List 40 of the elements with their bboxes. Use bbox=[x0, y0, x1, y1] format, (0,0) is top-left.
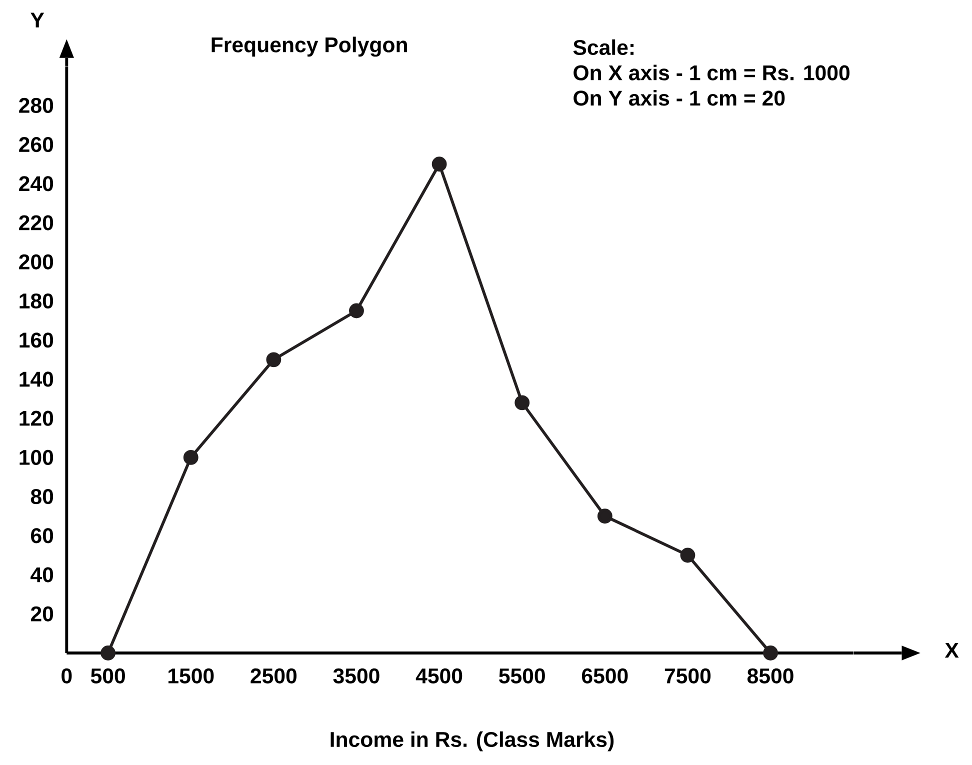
x-tick-label: 5500 bbox=[499, 668, 545, 684]
y-tick-label: 280 bbox=[19, 98, 54, 113]
point bbox=[763, 646, 778, 660]
y-tick-label: 60 bbox=[31, 528, 54, 544]
y-tick-label: 40 bbox=[30, 567, 54, 582]
x-axis-title: Income in Rs. (Class Marks) bbox=[330, 731, 614, 752]
x-tick-label: 2500 bbox=[250, 668, 297, 684]
x-tick-label: 1500 bbox=[168, 668, 214, 684]
point bbox=[183, 450, 198, 465]
y-tick-label: 180 bbox=[20, 293, 54, 309]
y-tick-label: 260 bbox=[19, 137, 54, 152]
chart-title: Frequency Polygon bbox=[212, 36, 407, 57]
y-tick-label: 240 bbox=[19, 176, 54, 192]
point bbox=[266, 352, 282, 368]
point bbox=[514, 395, 530, 410]
y-tick-label: 80 bbox=[30, 489, 54, 504]
annotation: On Y axis - 1 cm = 20 bbox=[574, 90, 785, 106]
y-tick-label: 160 bbox=[20, 332, 54, 348]
x-tick-label: 4500 bbox=[416, 668, 462, 684]
x-tick-label: 7500 bbox=[664, 668, 711, 684]
x-tick-label: 500 bbox=[90, 668, 125, 684]
x-tick-label: 6500 bbox=[582, 668, 628, 684]
point bbox=[597, 508, 612, 524]
x-tick-label: 3500 bbox=[333, 668, 380, 684]
point bbox=[680, 548, 696, 563]
y-axis-title: Y bbox=[30, 12, 44, 28]
x-tick-label: 0 bbox=[62, 668, 72, 684]
y-tick-label: 220 bbox=[19, 215, 54, 230]
point bbox=[349, 303, 364, 318]
text: X bbox=[944, 642, 959, 658]
y-tick-label: 100 bbox=[20, 450, 54, 465]
point bbox=[100, 646, 116, 660]
y-tick-label: 120 bbox=[20, 410, 54, 426]
y-tick-label: 140 bbox=[20, 372, 54, 387]
point bbox=[432, 156, 447, 172]
annotation: On X axis - 1 cm = Rs. 1000 bbox=[574, 64, 850, 80]
text: Scale: bbox=[573, 39, 634, 56]
y-tick-label: 20 bbox=[30, 606, 54, 622]
x-tick-label: 8500 bbox=[747, 668, 794, 684]
y-tick-label: 200 bbox=[19, 254, 54, 270]
